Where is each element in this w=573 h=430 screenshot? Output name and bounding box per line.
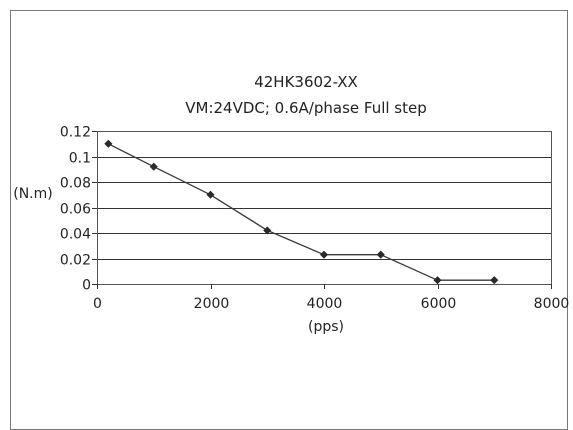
y-tick-label: 0.04 [60,227,91,243]
y-tick-label: 0.02 [60,253,91,269]
x-tick-label: 8000 [534,296,570,312]
data-point-marker [149,162,158,171]
gridlines [97,131,551,285]
chart-title: 42HK3602-XX [254,73,358,91]
y-tick-label: 0.1 [69,151,91,167]
y-axis-label: (N.m) [13,186,52,202]
data-point-marker [319,250,329,259]
data-point-marker [104,139,113,148]
series-torque [104,139,499,285]
chart-subtitle: VM:24VDC; 0.6A/phase Full step [185,99,427,117]
x-axis-label: (pps) [308,319,344,335]
series-line [108,143,495,281]
x-tick-label: 6000 [421,296,457,312]
data-point-marker [433,276,442,285]
x-tick-label: 2000 [194,296,230,312]
y-axis: 0 0.02 0.04 0.06 0.08 0.1 0.12 [60,125,97,294]
data-point-marker [206,190,215,199]
y-tick-label: 0.08 [60,176,91,192]
data-point-marker [263,226,272,235]
y-tick-label: 0.06 [60,202,91,218]
y-tick-label: 0.12 [60,125,91,141]
x-axis: 0 2000 4000 6000 8000 [93,284,569,312]
x-tick-label: 4000 [307,296,343,312]
data-point-marker [490,276,499,285]
data-point-marker [376,250,385,259]
x-tick-label: 0 [93,296,102,312]
y-tick-label: 0 [82,278,91,294]
